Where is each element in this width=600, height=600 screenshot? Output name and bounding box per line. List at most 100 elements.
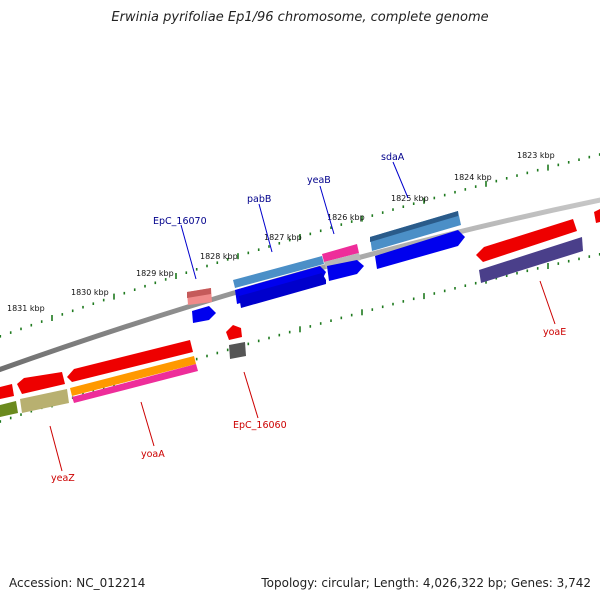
inner-scale-tick: [268, 336, 270, 340]
outer-scale-tick: [526, 171, 529, 175]
forward-genes: [187, 209, 600, 323]
inner-scale-tick: [526, 269, 529, 273]
gene-label-pabb: pabB: [247, 194, 271, 205]
gene-epc16060[interactable]: [229, 342, 246, 359]
outer-scale-tick: [505, 177, 508, 180]
inner-scale-tick: [247, 342, 250, 346]
inner-scale-tick: [216, 351, 219, 355]
outer-scale-tick: [443, 193, 446, 197]
outer-scale-tick: [402, 205, 405, 208]
outer-scale-tick: [123, 291, 126, 295]
label-leaders: [49, 161, 556, 472]
gene-yoaa-orange[interactable]: [70, 356, 196, 396]
gene-yeab-upper[interactable]: [322, 244, 359, 262]
outer-scale-tick: [557, 163, 560, 167]
outer-scale-tick: [51, 315, 53, 321]
inner-scale-tick: [381, 305, 384, 309]
genome-summary-text: Topology: circular; Length: 4,026,322 bp…: [261, 576, 591, 590]
outer-scale-tick: [40, 320, 43, 323]
inner-scale-tick: [309, 325, 312, 328]
outer-scale-tick: [71, 309, 74, 313]
inner-scale-tick: [423, 293, 425, 300]
inner-scale-tick: [412, 297, 415, 301]
reverse-genes: [0, 219, 583, 417]
gene-pabb-upper[interactable]: [233, 256, 324, 288]
outer-scale-tick: [350, 220, 353, 223]
inner-scale-tick: [319, 322, 322, 325]
scale-label-1824: 1824 kbp: [454, 173, 492, 182]
inner-scale-tick: [257, 339, 260, 343]
outer-scale-tick: [20, 327, 22, 331]
outer-scale-tick: [588, 155, 591, 159]
outer-scale-tick: [516, 174, 518, 177]
outer-scale-tick: [82, 305, 84, 309]
gene-right-forward-red[interactable]: [594, 209, 600, 223]
outer-scale-tick: [340, 223, 343, 226]
outer-scale-tick: [567, 161, 570, 164]
inner-scale-tick: [206, 354, 208, 358]
inner-scale-tick: [195, 357, 198, 361]
gene-left-red[interactable]: [0, 384, 14, 399]
outer-scale-tick: [0, 335, 2, 338]
outer-scale-tick: [381, 211, 384, 214]
outer-scale-tick: [237, 253, 239, 260]
outer-scale-tick: [299, 234, 301, 240]
inner-scale-tick: [361, 309, 363, 316]
inner-scale-tick: [505, 274, 508, 277]
inner-scale-tick: [226, 348, 229, 352]
inner-scale-tick: [9, 416, 12, 420]
gene-label-epc16060: EpC_16060: [233, 420, 287, 431]
inner-scale-tick: [598, 253, 600, 256]
gene-label-yoae: yoaE: [543, 327, 566, 338]
inner-scale-tick: [547, 263, 549, 269]
inner-scale-tick: [578, 257, 580, 261]
inner-scale-tick: [536, 267, 539, 270]
outer-scale-tick: [61, 313, 64, 316]
outer-scale-tick: [113, 293, 115, 300]
gene-pabb-lower[interactable]: [239, 273, 326, 308]
outer-scale-tick: [423, 197, 425, 204]
inner-scale-tick: [350, 313, 353, 317]
outer-scale-tick: [319, 229, 322, 233]
outer-scale-tick: [474, 185, 477, 188]
scale-label-1825: 1825 kbp: [391, 194, 429, 203]
outer-scale-tick: [361, 215, 363, 222]
scale-label-1829: 1829 kbp: [136, 269, 174, 278]
outer-scale-tick: [371, 214, 374, 217]
outer-scale-tick: [464, 188, 467, 191]
gene-left-olive[interactable]: [0, 401, 18, 417]
inner-scale-tick: [464, 284, 467, 287]
gene-sdaa[interactable]: [375, 230, 465, 269]
inner-scale-tick: [454, 287, 456, 290]
outer-scale-tick: [288, 238, 291, 242]
outer-scale-tick: [226, 258, 229, 261]
outer-scale-tick: [268, 245, 270, 248]
inner-scale-tick: [330, 319, 332, 322]
outer-scale-tick: [392, 208, 394, 211]
outer-scale-tick: [195, 268, 198, 271]
inner-scale-tick: [433, 292, 436, 295]
outer-scale-tick: [92, 302, 95, 305]
gene-yeaz[interactable]: [20, 389, 69, 413]
gene-yeaz-red[interactable]: [17, 372, 65, 394]
outer-scale-tick: [433, 196, 436, 200]
gene-epc16070[interactable]: [192, 306, 216, 323]
gene-epc16060-red[interactable]: [226, 325, 242, 340]
inner-scale-tick: [0, 420, 2, 423]
gene-yoae[interactable]: [479, 237, 583, 283]
gene-yeab[interactable]: [327, 260, 364, 281]
inner-scale-tick: [20, 413, 22, 416]
scale-label-1823: 1823 kbp: [517, 151, 555, 160]
inner-scale-tick: [288, 330, 291, 334]
gene-yoae-red[interactable]: [476, 219, 577, 262]
inner-scale-tick: [443, 289, 446, 293]
inner-scale-tick: [278, 333, 281, 337]
outer-scale-tick: [206, 264, 208, 268]
gene-label-yeab: yeaB: [307, 175, 331, 186]
gene-yoaa-red[interactable]: [67, 340, 193, 382]
gene-yoaa[interactable]: [72, 364, 198, 403]
accession-text: Accession: NC_012214: [9, 576, 146, 590]
scale-label-1830: 1830 kbp: [71, 288, 109, 297]
inner-scale-tick: [495, 276, 498, 280]
